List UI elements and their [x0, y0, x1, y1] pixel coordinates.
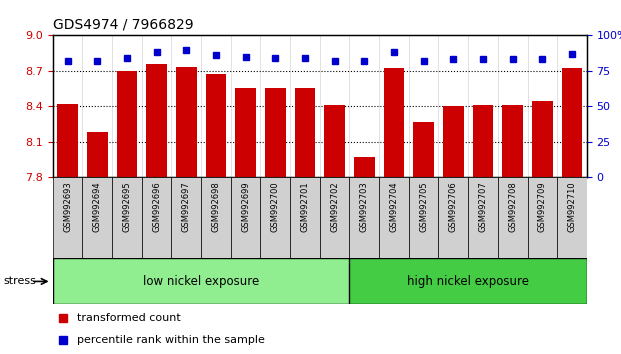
Bar [384, 68, 404, 177]
Bar [473, 105, 493, 177]
Text: transformed count: transformed count [77, 313, 181, 323]
Bar [142, 177, 171, 258]
Bar [443, 106, 464, 177]
Bar [557, 177, 587, 258]
Bar [147, 64, 167, 177]
Bar [83, 177, 112, 258]
Text: GSM992710: GSM992710 [568, 181, 576, 232]
Bar [354, 157, 374, 177]
Text: high nickel exposure: high nickel exposure [407, 275, 529, 288]
Bar [57, 104, 78, 177]
Bar [231, 177, 260, 258]
Bar [206, 74, 226, 177]
Text: low nickel exposure: low nickel exposure [143, 275, 259, 288]
Text: GSM992693: GSM992693 [63, 181, 72, 232]
Bar [379, 177, 409, 258]
Text: GSM992695: GSM992695 [122, 181, 132, 232]
Text: GSM992707: GSM992707 [479, 181, 487, 232]
Text: GSM992698: GSM992698 [212, 181, 220, 232]
Bar [294, 88, 315, 177]
Text: GSM992709: GSM992709 [538, 181, 547, 232]
Text: GSM992704: GSM992704 [389, 181, 399, 232]
Bar [117, 71, 137, 177]
Bar [468, 177, 498, 258]
Text: GSM992696: GSM992696 [152, 181, 161, 232]
Bar [290, 177, 320, 258]
Bar [53, 258, 350, 304]
Text: GSM992708: GSM992708 [508, 181, 517, 232]
Text: GSM992703: GSM992703 [360, 181, 369, 232]
Bar [498, 177, 527, 258]
Bar [235, 88, 256, 177]
Bar [438, 177, 468, 258]
Bar [265, 88, 286, 177]
Text: GSM992700: GSM992700 [271, 181, 280, 232]
Bar [527, 177, 557, 258]
Text: GSM992702: GSM992702 [330, 181, 339, 232]
Text: GSM992697: GSM992697 [182, 181, 191, 232]
Bar [320, 177, 350, 258]
Bar [414, 121, 434, 177]
Bar [409, 177, 438, 258]
Text: percentile rank within the sample: percentile rank within the sample [77, 335, 265, 345]
Bar [112, 177, 142, 258]
Bar [502, 105, 523, 177]
Text: GDS4974 / 7966829: GDS4974 / 7966829 [53, 17, 193, 32]
Bar [324, 105, 345, 177]
Bar [176, 67, 197, 177]
Bar [260, 177, 290, 258]
Bar [561, 68, 582, 177]
Text: stress: stress [3, 276, 36, 286]
Text: GSM992705: GSM992705 [419, 181, 428, 232]
Bar [532, 102, 553, 177]
Text: GSM992701: GSM992701 [301, 181, 309, 232]
Bar [350, 258, 587, 304]
Bar [87, 132, 107, 177]
Bar [53, 177, 83, 258]
Bar [171, 177, 201, 258]
Bar [350, 177, 379, 258]
Bar [201, 177, 231, 258]
Text: GSM992694: GSM992694 [93, 181, 102, 232]
Text: GSM992706: GSM992706 [449, 181, 458, 232]
Text: GSM992699: GSM992699 [241, 181, 250, 232]
